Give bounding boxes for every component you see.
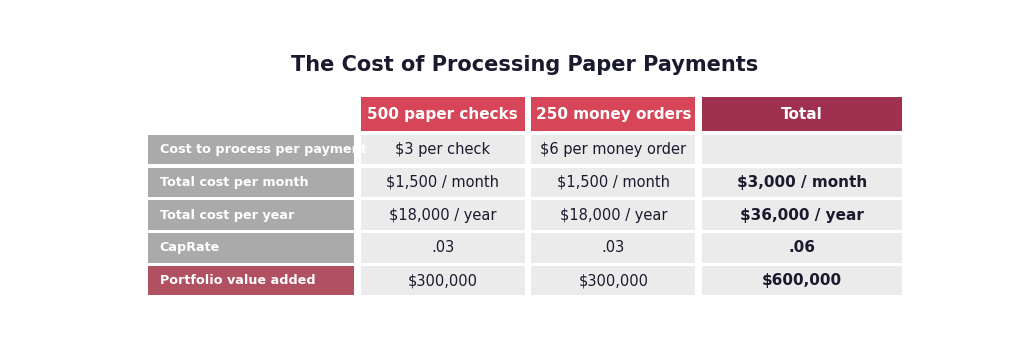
Bar (701, 266, 902, 295)
Bar (360, 266, 525, 295)
Bar (147, 266, 354, 295)
Text: $18,000 / year: $18,000 / year (389, 208, 497, 223)
Bar (147, 135, 354, 164)
Bar (531, 135, 695, 164)
Bar (531, 97, 695, 131)
Bar (531, 168, 695, 197)
Text: $300,000: $300,000 (579, 273, 648, 288)
Text: $6 per money order: $6 per money order (541, 142, 686, 157)
Text: .06: .06 (788, 240, 815, 255)
Bar (147, 233, 354, 263)
Bar (147, 168, 354, 197)
Text: $18,000 / year: $18,000 / year (559, 208, 667, 223)
Bar (360, 97, 525, 131)
Bar (147, 200, 354, 230)
Text: $36,000 / year: $36,000 / year (739, 208, 863, 223)
Text: Total cost per year: Total cost per year (160, 209, 294, 222)
Text: Cost to process per payment: Cost to process per payment (160, 143, 367, 156)
Text: $1,500 / month: $1,500 / month (557, 175, 670, 190)
Text: $3 per check: $3 per check (395, 142, 490, 157)
Text: $1,500 / month: $1,500 / month (386, 175, 499, 190)
Bar (531, 200, 695, 230)
Text: $3,000 / month: $3,000 / month (736, 175, 867, 190)
Text: $600,000: $600,000 (762, 273, 842, 288)
Text: Total: Total (781, 107, 822, 122)
Text: 500 paper checks: 500 paper checks (368, 107, 518, 122)
Bar (531, 266, 695, 295)
Text: CapRate: CapRate (160, 241, 220, 255)
Text: 250 money orders: 250 money orders (536, 107, 691, 122)
Bar (360, 168, 525, 197)
Text: The Cost of Processing Paper Payments: The Cost of Processing Paper Payments (291, 55, 759, 75)
Bar (701, 233, 902, 263)
Bar (701, 168, 902, 197)
Bar (701, 97, 902, 131)
Text: .03: .03 (602, 240, 625, 255)
Text: Portfolio value added: Portfolio value added (160, 274, 315, 287)
Text: $300,000: $300,000 (408, 273, 477, 288)
Bar (360, 200, 525, 230)
Bar (360, 233, 525, 263)
Bar (360, 135, 525, 164)
Bar (701, 135, 902, 164)
Text: .03: .03 (431, 240, 455, 255)
Bar (531, 233, 695, 263)
Text: Total cost per month: Total cost per month (160, 176, 308, 189)
Bar (701, 200, 902, 230)
